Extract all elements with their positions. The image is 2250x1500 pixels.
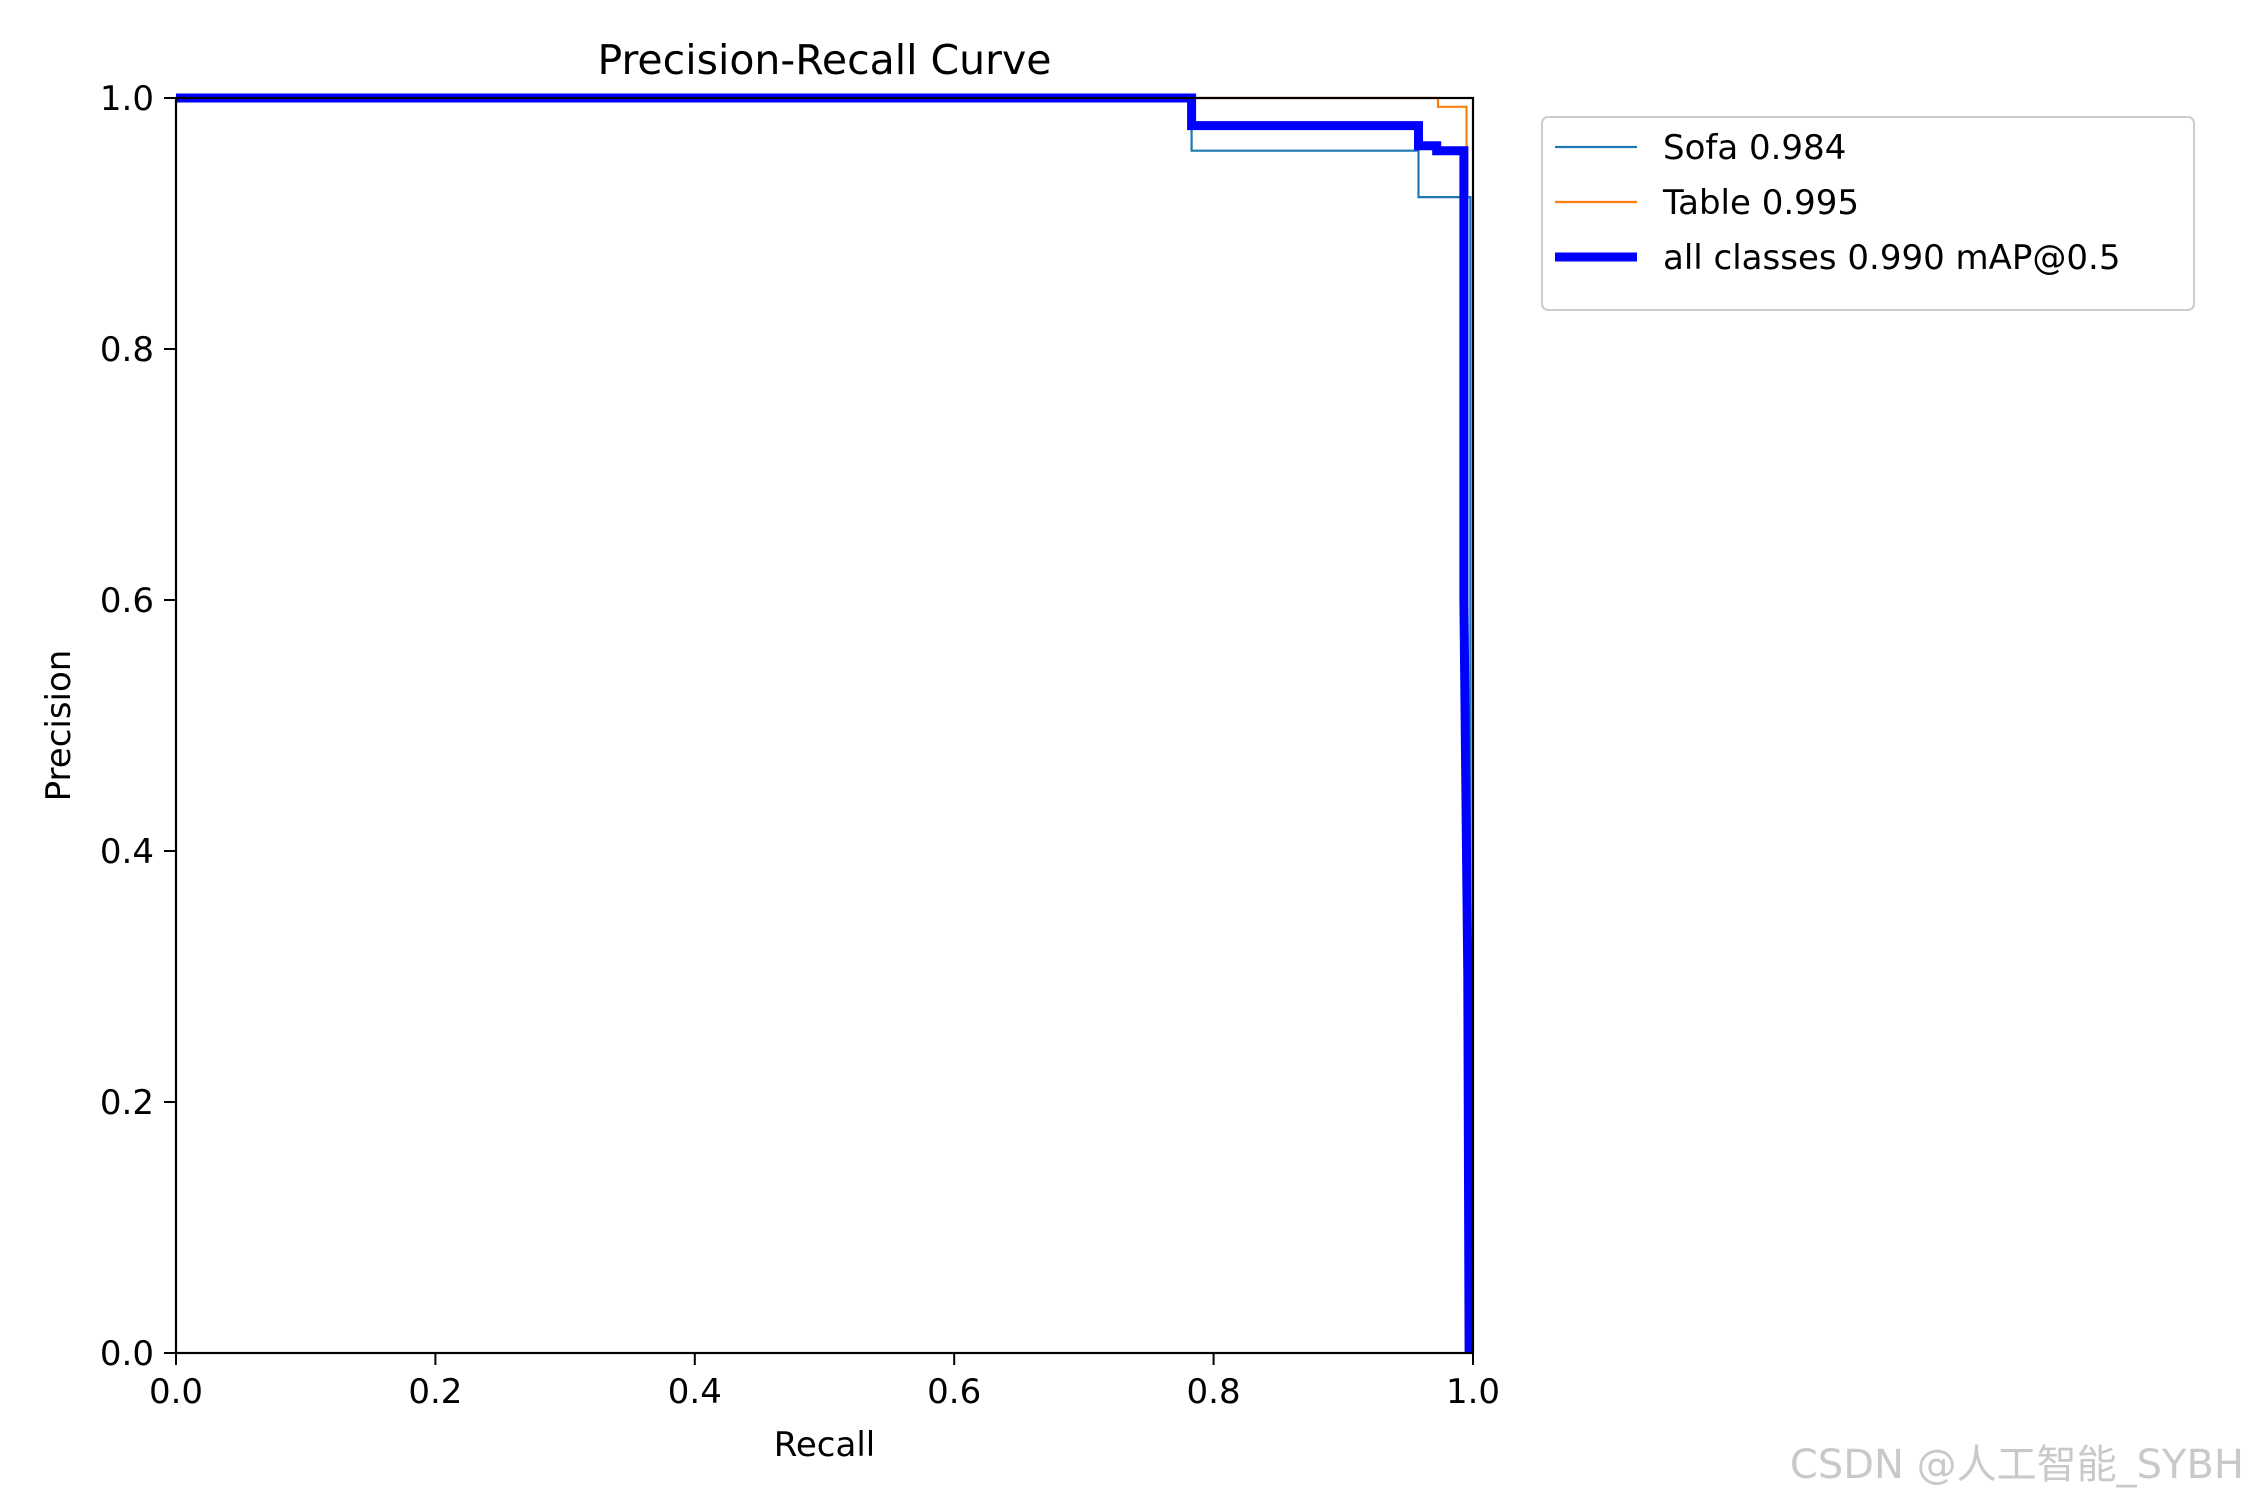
legend-box: [1541, 116, 2195, 311]
y-axis-ticks: 0.0 0.2 0.4 0.6 0.8 1.0: [100, 79, 176, 1374]
legend: Sofa 0.984 Table 0.995 all classes 0.990 m…: [1541, 116, 2195, 311]
plot-frame: [174, 96, 1475, 1355]
plot-area: [176, 98, 1473, 1353]
x-tick-label: 0.6: [927, 1372, 981, 1412]
watermark: CSDN @人工智能_SYBH: [1789, 1442, 2244, 1488]
x-axis-label: Recall: [774, 1425, 875, 1465]
legend-label: Sofa 0.984: [1663, 128, 1846, 168]
y-tick-label: 0.0: [100, 1334, 154, 1374]
y-tick-label: 0.8: [100, 330, 154, 370]
chart-title: Precision-Recall Curve: [597, 36, 1051, 84]
legend-label: all classes 0.990 mAP@0.5: [1663, 238, 2120, 278]
x-tick-label: 0.8: [1187, 1372, 1241, 1412]
x-tick-label: 0.4: [668, 1372, 722, 1412]
x-tick-label: 0.2: [408, 1372, 462, 1412]
y-tick-label: 0.2: [100, 1083, 154, 1123]
y-tick-label: 0.6: [100, 581, 154, 621]
series-line-2: [176, 93, 1474, 1354]
y-tick-label: 1.0: [100, 79, 154, 119]
y-tick-label: 0.4: [100, 832, 154, 872]
x-axis-ticks: 0.0 0.2 0.4 0.6 0.8 1.0: [149, 1353, 1500, 1412]
x-tick-label: 1.0: [1446, 1372, 1500, 1412]
legend-label: Table 0.995: [1662, 183, 1859, 223]
x-tick-label: 0.0: [149, 1372, 203, 1412]
y-axis-label: Precision: [39, 650, 79, 802]
